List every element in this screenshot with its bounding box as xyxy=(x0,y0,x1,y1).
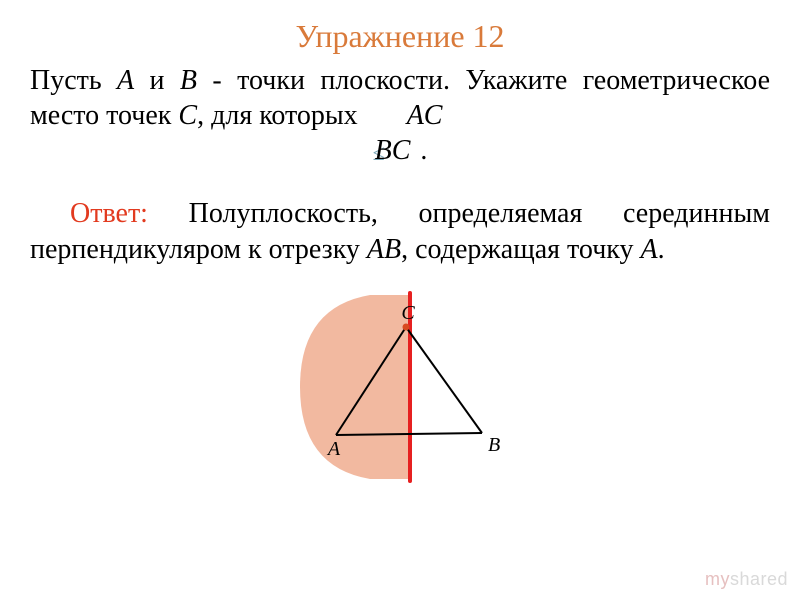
seg-ac: AC xyxy=(407,100,443,131)
seg-bc: BC xyxy=(375,135,411,166)
seg-ab: AB xyxy=(367,234,401,265)
page-title: Упражнение 12 xyxy=(0,0,800,55)
period2: . xyxy=(658,234,665,265)
txt: и xyxy=(134,65,180,96)
txt: , для которых xyxy=(197,100,358,131)
watermark-my: my xyxy=(705,569,730,589)
period: . xyxy=(420,135,427,166)
problem-text: Пусть A и B - точки плоскости. Укажите г… xyxy=(0,55,800,168)
var-a2: A xyxy=(641,234,658,265)
svg-text:A: A xyxy=(326,438,341,460)
watermark: myshared xyxy=(705,569,788,590)
diagram-container: A B C xyxy=(0,287,800,492)
svg-text:C: C xyxy=(401,302,415,324)
txt: , содержащая точку xyxy=(401,234,640,265)
bc-line: ≤BC. xyxy=(30,133,770,168)
svg-text:B: B xyxy=(488,434,500,456)
watermark-shared: shared xyxy=(730,569,788,589)
answer-label: Ответ: xyxy=(70,198,148,229)
var-c: C xyxy=(178,100,197,131)
answer-text: Ответ: Полуплоскость, определяемая серед… xyxy=(0,168,800,269)
var-a: A xyxy=(117,65,134,96)
txt: Пусть xyxy=(30,65,117,96)
locus-diagram: A B C xyxy=(270,287,530,487)
var-b: B xyxy=(180,65,197,96)
